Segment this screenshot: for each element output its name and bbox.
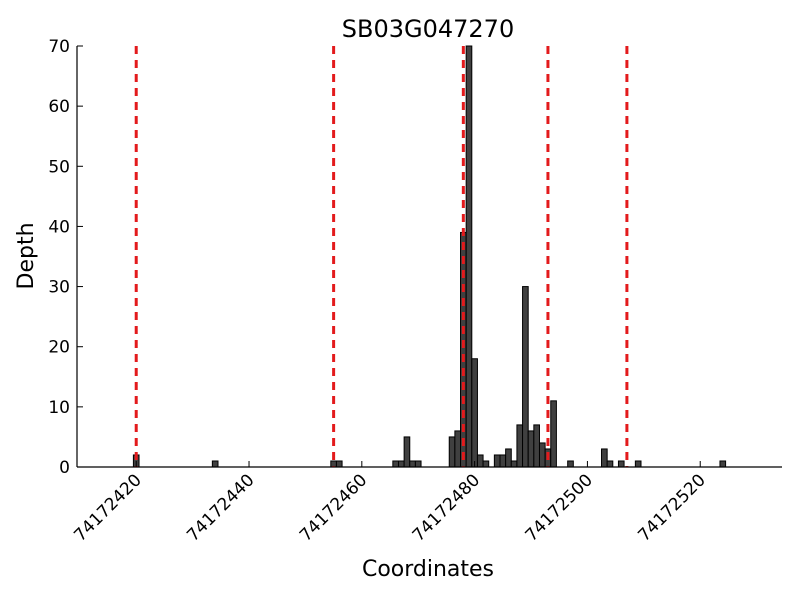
depth-bar [392, 460, 399, 468]
bars-layer [132, 45, 727, 468]
x-tick-label: 74172460 [296, 470, 371, 545]
depth-bar [516, 424, 524, 468]
depth-bar [601, 448, 608, 468]
chart-title: SB03G047270 [342, 15, 514, 43]
depth-bar [634, 460, 642, 468]
depth-bar [527, 430, 535, 468]
depth-bar [409, 460, 416, 468]
depth-bar [567, 460, 574, 468]
x-tick-label: 74172500 [522, 470, 597, 545]
depth-bar [533, 424, 540, 468]
depth-bar [476, 454, 484, 468]
depth-bar [550, 400, 557, 468]
depth-bar [335, 460, 343, 468]
y-axis-label: Depth [14, 222, 39, 289]
depth-bar [397, 460, 405, 468]
x-tick-label: 74172480 [409, 470, 484, 545]
depth-bar [454, 430, 462, 468]
depth-bar [448, 436, 456, 468]
depth-bar [606, 460, 614, 468]
y-tick-label: 70 [48, 37, 70, 57]
depth-bar [522, 286, 529, 468]
y-tick-label: 20 [48, 338, 70, 358]
depth-bar [465, 45, 473, 468]
depth-bar [510, 460, 518, 468]
axes-layer: 0 10 20 30 40 50 60 70 74172420 74172440 74172460 7… [48, 37, 782, 546]
depth-bar [403, 436, 411, 468]
x-axis-label: Coordinates [362, 557, 494, 582]
y-tick-label: 50 [48, 157, 70, 177]
depth-bar [505, 448, 512, 468]
y-tick-label: 60 [48, 97, 70, 117]
y-tick-label: 40 [48, 217, 70, 237]
depth-bar [482, 460, 490, 468]
depth-bar [211, 460, 219, 468]
vlines-layer [134, 46, 629, 467]
y-tick-label: 10 [48, 398, 70, 418]
depth-bar [471, 358, 478, 468]
x-tick-label: 74172520 [634, 470, 709, 545]
x-tick-label: 74172440 [183, 470, 258, 545]
depth-bar [414, 460, 422, 468]
depth-bar [499, 454, 507, 468]
depth-bar [719, 460, 727, 468]
depth-bar [538, 442, 546, 468]
y-tick-label: 30 [48, 278, 70, 298]
depth-bar [617, 460, 625, 468]
y-tick-label: 0 [59, 458, 70, 478]
x-tick-label: 74172420 [70, 470, 145, 545]
depth-bar [493, 454, 501, 468]
